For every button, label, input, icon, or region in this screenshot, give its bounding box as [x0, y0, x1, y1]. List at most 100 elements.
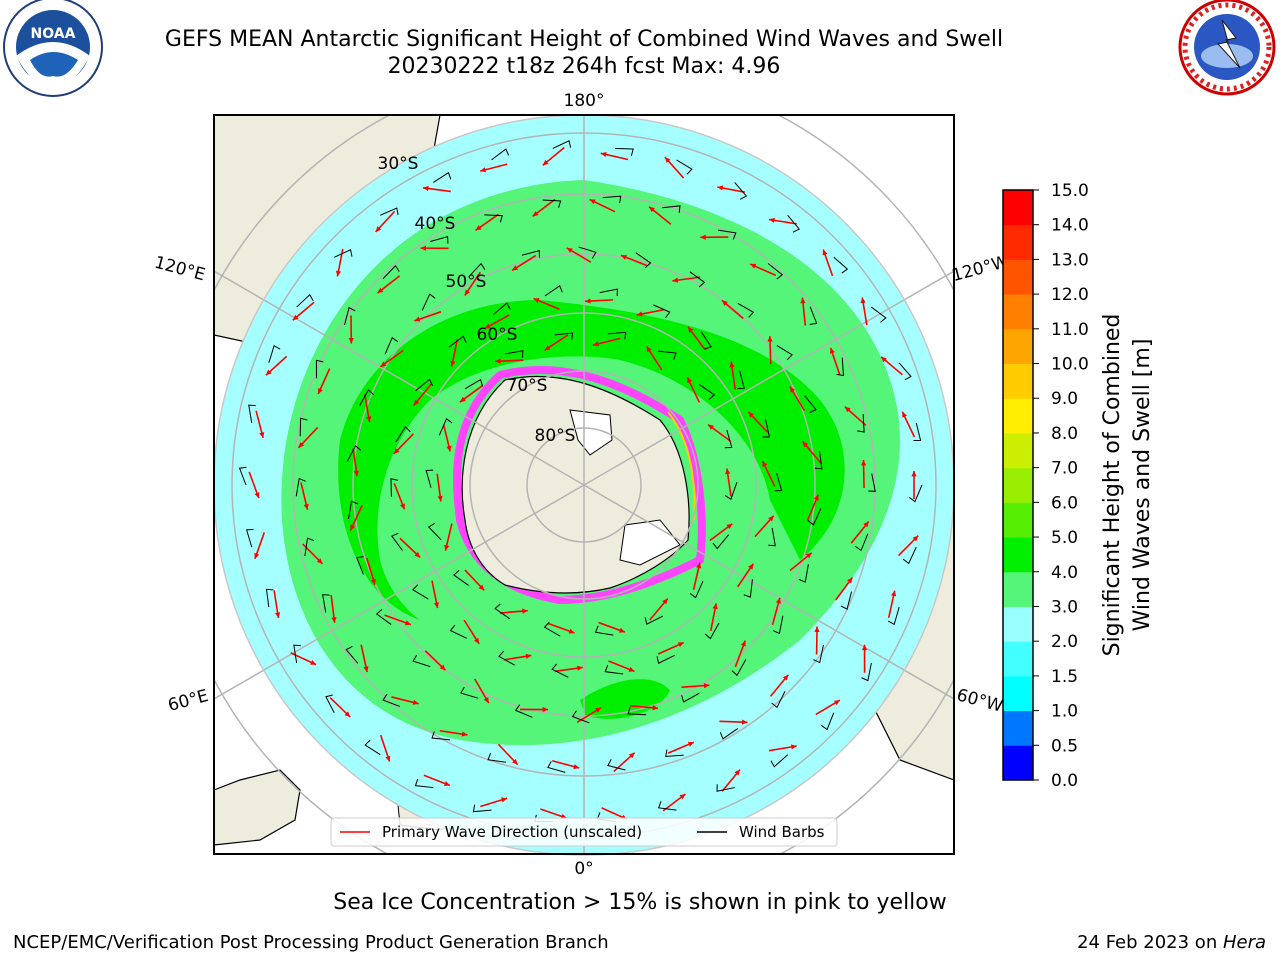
wind-barb [813, 644, 824, 664]
wave-direction-arrowhead [577, 665, 583, 671]
wind-barb [836, 357, 844, 377]
wind-barb [238, 466, 247, 486]
colorbar-tick-label: 4.0 [1051, 563, 1078, 583]
wind-barb [658, 350, 677, 360]
wave-direction-arrowhead [412, 699, 419, 705]
wave-direction-arrowhead [292, 314, 299, 321]
wind-barb [382, 264, 400, 280]
wave-direction-arrowhead [512, 265, 519, 271]
colorbar-tick-label: 9.0 [1051, 389, 1078, 409]
wave-direction-arrowhead [861, 459, 867, 466]
wind-barb [689, 581, 704, 599]
wind-barb [656, 654, 675, 664]
band-4-5m [338, 300, 845, 620]
lon-label-120e: 120°E [152, 253, 207, 286]
colorbar-tick-label: 13.0 [1051, 250, 1089, 270]
wind-barb [364, 739, 381, 756]
wind-barb [505, 350, 524, 358]
wind-barb [913, 422, 922, 441]
wave-direction-arrowhead [750, 263, 757, 269]
wind-barb [868, 473, 876, 492]
wave-direction-arrowhead [522, 608, 528, 614]
wave-direction-arrowhead [512, 758, 518, 765]
wind-barb [767, 263, 784, 280]
wave-direction-arrowhead [439, 664, 446, 671]
wave-direction-arrowhead [298, 442, 305, 448]
wind-barb [395, 426, 411, 443]
wave-direction-arrowhead [725, 468, 731, 475]
wave-direction-arrowhead [782, 674, 789, 681]
wave-direction-arrowhead [767, 336, 773, 342]
wind-barb [814, 450, 823, 470]
wind-barb [460, 686, 479, 699]
lat-label-40s: 40°S [415, 214, 456, 234]
wind-barb [547, 761, 566, 773]
wind-barb [770, 754, 789, 768]
wind-barb [414, 778, 434, 789]
wave-direction-arrowhead [363, 666, 369, 673]
wind-barb [494, 603, 511, 620]
wave-direction-arrowhead [861, 644, 868, 651]
wind-barb [412, 584, 429, 600]
colorbar-segment [1003, 190, 1033, 226]
wind-barb [676, 159, 693, 175]
colorbar-tick-label: 5.0 [1051, 528, 1078, 548]
wave-direction-arrowhead [652, 705, 658, 711]
wind-barb [380, 207, 399, 216]
wave-direction-arrowhead [802, 441, 809, 448]
wave-direction-arrowhead [532, 211, 539, 217]
wave-direction-arrowhead [259, 432, 265, 438]
wave-direction-arrowhead [542, 159, 549, 166]
wind-barb [689, 271, 706, 288]
wind-barb [724, 482, 738, 500]
wind-barb [472, 804, 492, 813]
wind-barb [315, 359, 324, 379]
colorbar-tick-label: 8.0 [1051, 424, 1078, 444]
wave-direction-arrowhead [593, 341, 599, 347]
wave-direction-arrowhead [544, 345, 551, 351]
wind-barb [607, 331, 627, 340]
wave-direction-arrowhead [310, 659, 317, 665]
wave-direction-arrowhead [446, 445, 452, 452]
wind-barb [700, 331, 712, 350]
wind-barb [653, 304, 671, 319]
wave-direction-arrowhead [912, 535, 919, 542]
lon-label-180: 180° [564, 91, 605, 111]
wind-barb [743, 579, 753, 598]
colorbar-tick-label: 15.0 [1051, 181, 1089, 201]
wind-barb [334, 249, 353, 258]
wind-barb [821, 712, 835, 731]
wave-direction-arrowhead [450, 360, 456, 367]
wind-barb [662, 205, 681, 213]
colorbar-tick-label: 12.0 [1051, 285, 1089, 305]
wave-vectors [238, 140, 923, 823]
wave-direction-arrowhead [748, 411, 755, 418]
wind-barb [665, 749, 684, 757]
wave-direction-arrowhead [628, 752, 635, 759]
wind-barb [487, 752, 506, 763]
wave-direction-arrowhead [404, 620, 411, 626]
colorbar-segment [1003, 675, 1033, 712]
map-legend: Primary Wave Direction (unscaled) Wind B… [330, 817, 838, 847]
wave-direction-arrowhead [618, 627, 625, 633]
wind-barb [543, 621, 561, 637]
wave-direction-arrowhead [646, 346, 652, 353]
wave-direction-arrowhead [585, 298, 591, 304]
wave-direction-arrowhead [703, 683, 710, 689]
wave-direction-arrowhead [265, 369, 272, 376]
wind-barb [833, 256, 849, 274]
wind-barb [774, 473, 783, 492]
wave-direction-arrowhead [768, 515, 774, 522]
footer-credit: NCEP/EMC/Verification Post Processing Pr… [13, 932, 609, 953]
wave-direction-arrowhead [688, 326, 694, 333]
wind-barb [627, 707, 647, 716]
wave-direction-arrowhead [741, 719, 748, 725]
wind-barb [717, 229, 737, 240]
wave-direction-arrowhead [414, 316, 421, 322]
wave-direction-arrowhead [790, 744, 797, 750]
wind-barb [716, 784, 735, 792]
wind-barb [737, 302, 755, 318]
wind-barb [544, 285, 563, 297]
wind-barb [552, 140, 572, 149]
